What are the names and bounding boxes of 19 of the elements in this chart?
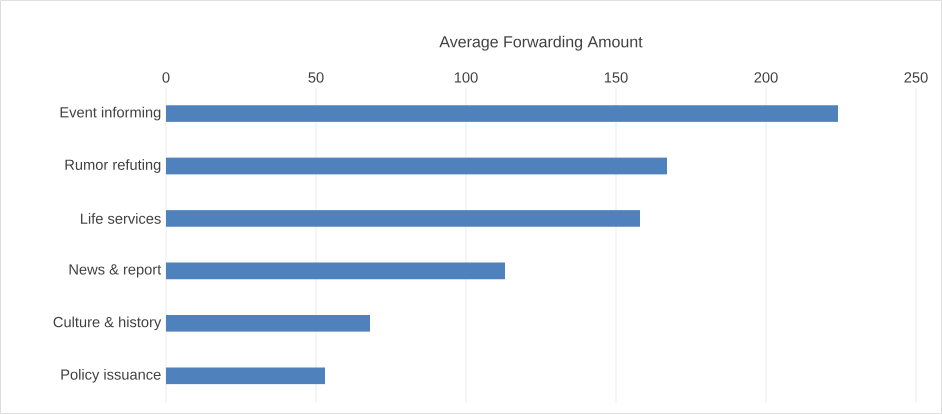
bar [166,210,640,227]
y-tick-label: Event informing [60,106,160,120]
x-tick-label: 50 [308,72,324,83]
bar [166,367,325,384]
bar [166,105,838,122]
x-tick-label: 200 [754,72,778,83]
x-tick-label: 150 [604,72,628,83]
y-tick-label: Rumor refuting [66,159,160,173]
x-tick-label: 250 [904,72,928,83]
y-tick-label: News & report [70,264,162,278]
x-tick-label: 0 [162,72,170,83]
bar [166,262,506,280]
bar [166,315,370,332]
x-axis-title: Average Forwarding Amount [439,36,643,51]
bar [166,158,668,174]
y-tick-label: Culture & history [54,316,162,330]
y-tick-label: Life services [80,213,161,224]
y-tick-label: Policy issuance [61,368,161,383]
x-tick-label: 100 [454,72,478,83]
